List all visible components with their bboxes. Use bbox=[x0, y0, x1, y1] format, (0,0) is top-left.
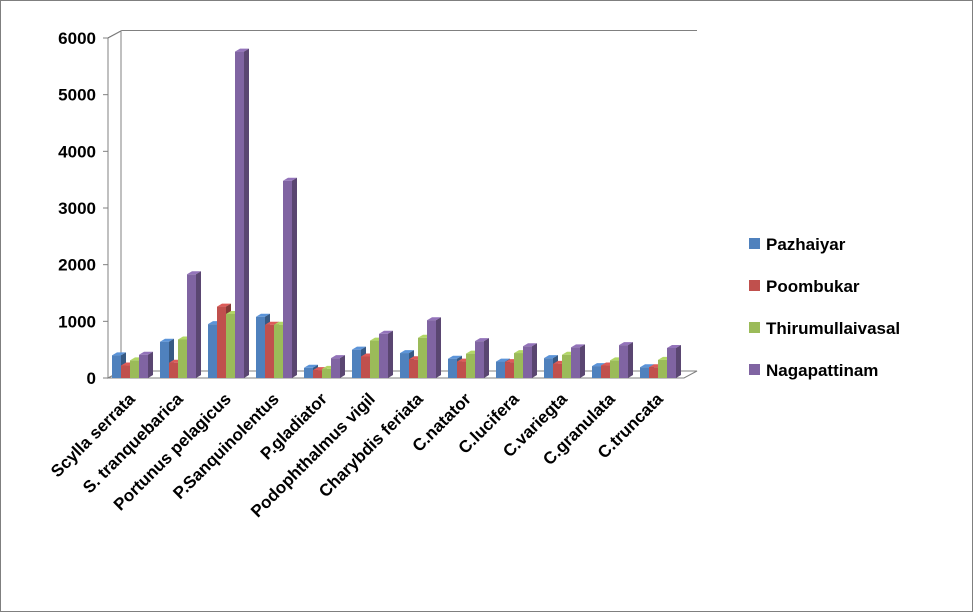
legend-label: Pazhaiyar bbox=[766, 235, 846, 254]
bar-nagapattinam-s-tranquebarica bbox=[187, 271, 201, 378]
legend-item-nagapattinam: Nagapattinam bbox=[749, 361, 878, 380]
legend-label: Thirumullaivasal bbox=[766, 319, 900, 338]
bar-nagapattinam-c-truncata bbox=[667, 344, 681, 378]
bar-nagapattinam-charybdis-feriata bbox=[427, 317, 441, 378]
y-tick-label: 4000 bbox=[58, 142, 96, 161]
y-tick-label: 5000 bbox=[58, 86, 96, 105]
y-tick-label: 2000 bbox=[58, 256, 96, 275]
legend-label: Nagapattinam bbox=[766, 361, 878, 380]
bar-nagapattinam-p-gladiator bbox=[331, 355, 345, 378]
side-wall bbox=[107, 30, 122, 379]
bar-nagapattinam-c-natator bbox=[475, 338, 489, 378]
bar-nagapattinam-c-variegta bbox=[571, 344, 585, 378]
y-tick-label: 3000 bbox=[58, 199, 96, 218]
y-tick-label: 6000 bbox=[58, 29, 96, 48]
back-wall bbox=[121, 31, 697, 371]
y-tick-labels: 0 1000 2000 3000 4000 5000 6000 bbox=[58, 29, 96, 388]
legend-swatch bbox=[749, 238, 760, 249]
bar-nagapattinam-c-lucifera bbox=[523, 343, 537, 378]
y-tick-label: 0 bbox=[87, 369, 96, 388]
legend-swatch bbox=[749, 322, 760, 333]
bar-nagapattinam-scylla-serrata bbox=[139, 351, 153, 378]
bar-nagapattinam-portunus-pelagicus bbox=[235, 48, 249, 378]
legend: Pazhaiyar Poombukar Thirumullaivasal Nagapa… bbox=[749, 235, 900, 380]
x-tick-label: Scylla serrata bbox=[47, 389, 139, 481]
legend-item-thirumullaivasal: Thirumullaivasal bbox=[749, 319, 900, 338]
legend-item-pazhaiyar: Pazhaiyar bbox=[749, 235, 846, 254]
legend-swatch bbox=[749, 280, 760, 291]
legend-item-poombukar: Poombukar bbox=[749, 277, 860, 296]
bar-nagapattinam-c-granulata bbox=[619, 342, 633, 378]
y-tick-label: 1000 bbox=[58, 312, 96, 331]
bar-nagapattinam-podophthalmus-vigil bbox=[379, 330, 393, 378]
axes bbox=[103, 37, 109, 379]
bar-nagapattinam-p-sanquinolentus bbox=[283, 177, 297, 378]
legend-label: Poombukar bbox=[766, 277, 860, 296]
legend-swatch bbox=[749, 364, 760, 375]
bars bbox=[112, 48, 681, 378]
